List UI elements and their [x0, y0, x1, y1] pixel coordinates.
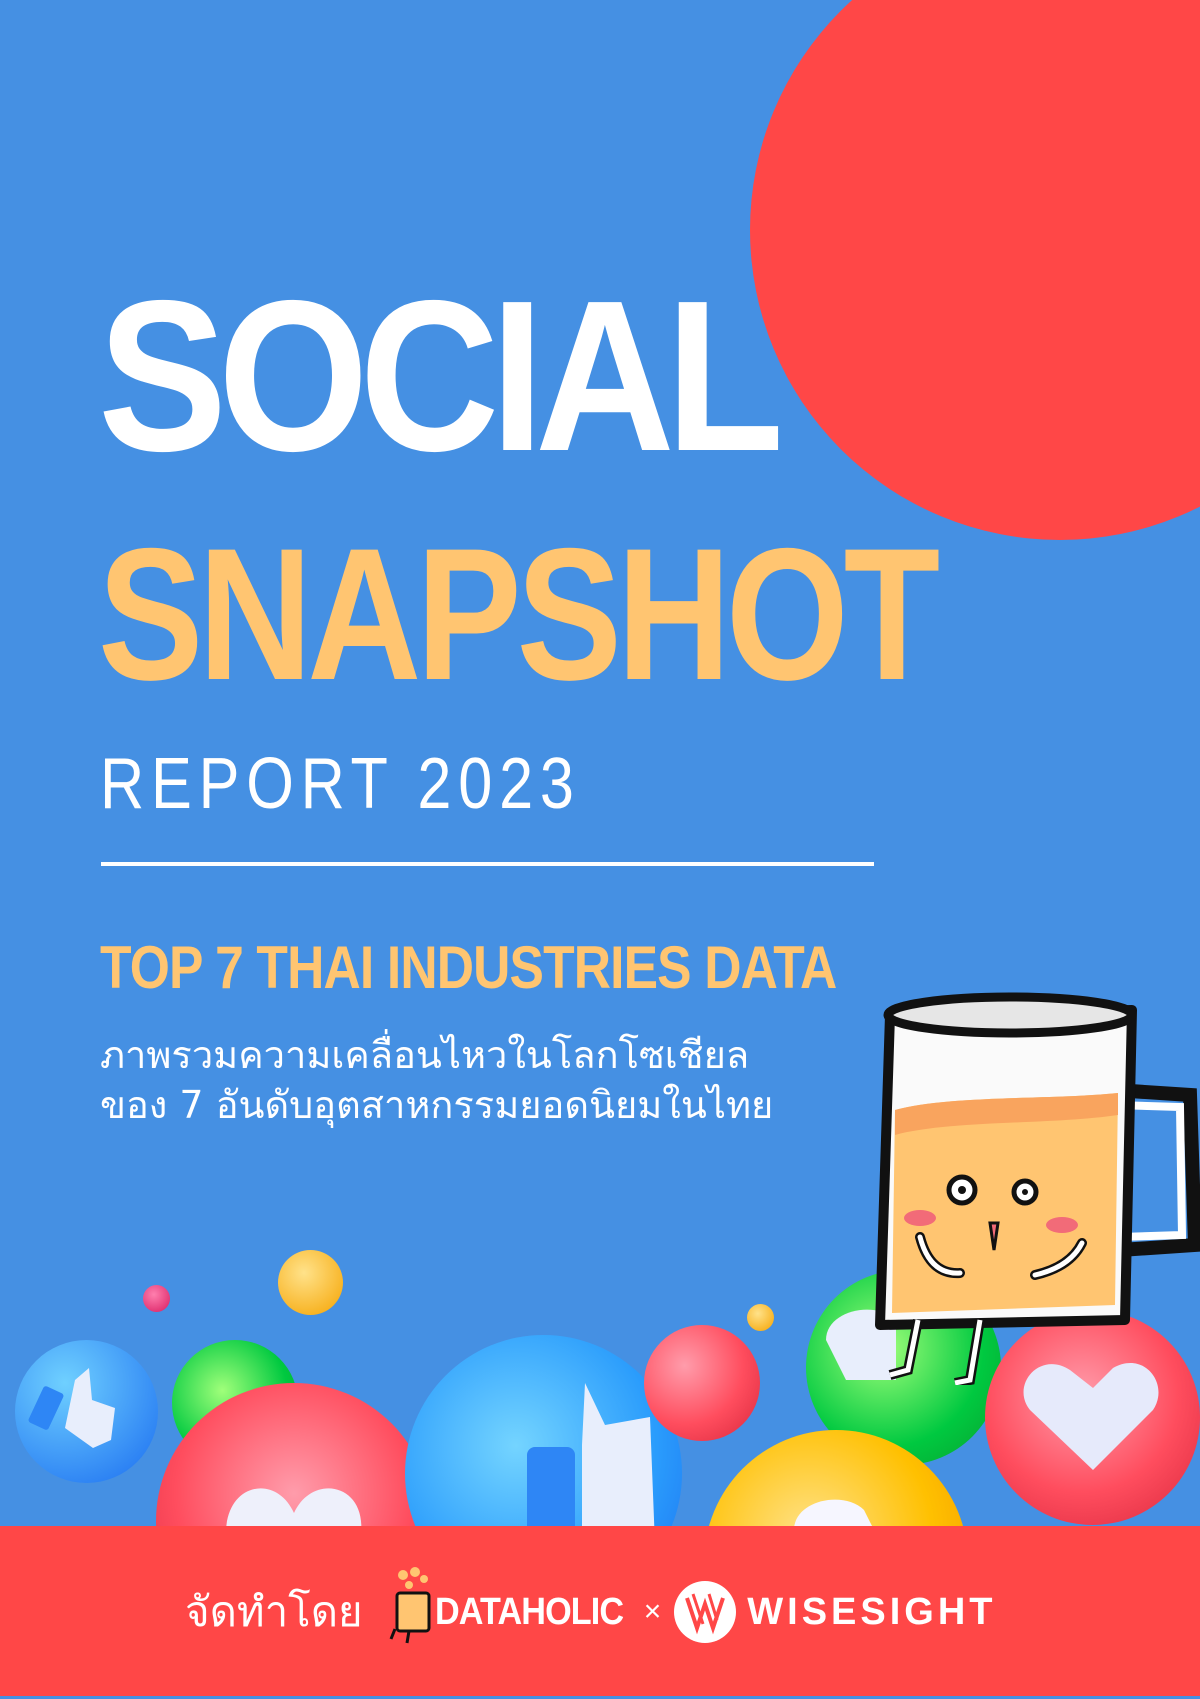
description: ภาพรวมความเคลื่อนไหวในโลกโซเชียล ของ 7 อ… — [100, 1030, 773, 1130]
footer-banner: จัดทำโดย DATAHOLIC × WISESIGHT — [0, 1526, 1200, 1696]
title-snapshot: SNAPSHOT — [98, 509, 940, 719]
organized-by-label: จัดทำโดย — [185, 1587, 363, 1636]
separator: × — [643, 1595, 662, 1628]
description-line: ของ 7 อันดับอุตสาหกรรมยอดนิยมในไทย — [100, 1083, 774, 1127]
title-social: SOCIAL — [98, 255, 784, 496]
pink-dot — [143, 1285, 170, 1312]
like-icon — [28, 1368, 115, 1448]
love-ball-right — [985, 1310, 1200, 1525]
wisesight-logo: WISESIGHT — [673, 1580, 996, 1644]
wisesight-wordmark: WISESIGHT — [747, 1590, 997, 1633]
comment-icon — [794, 1499, 874, 1530]
credits: จัดทำโดย DATAHOLIC × WISESIGHT — [185, 1567, 997, 1644]
dataholic-mascot-icon — [389, 1567, 431, 1644]
red-ball — [644, 1325, 760, 1441]
report-year-label: REPORT 2023 — [100, 744, 581, 824]
dataholic-logo: DATAHOLIC — [389, 1567, 644, 1647]
yellow-dot — [278, 1250, 343, 1315]
beer-mug-mascot — [875, 992, 1200, 1385]
decorative-red-circle — [750, 0, 1200, 540]
headline: TOP 7 THAI INDUSTRIES DATA — [100, 934, 837, 1001]
small-yellow-dot — [747, 1304, 774, 1331]
divider — [101, 862, 874, 866]
dataholic-wordmark: DATAHOLIC — [434, 1590, 624, 1633]
description-line: ภาพรวมความเคลื่อนไหวในโลกโซเชียล — [100, 1033, 750, 1077]
heart-icon — [1023, 1363, 1159, 1470]
like-ball-small — [15, 1340, 158, 1483]
wisesight-mark-icon — [674, 1581, 737, 1643]
